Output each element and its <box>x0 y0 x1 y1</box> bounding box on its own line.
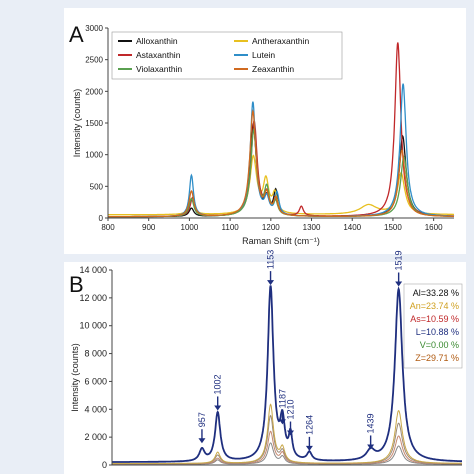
legend-label: As=10.59 % <box>410 314 459 324</box>
y-axis-label: Intensity (counts) <box>70 343 80 412</box>
series-line-main <box>112 285 462 463</box>
y-tick-label: 1500 <box>85 119 103 128</box>
y-tick-label: 500 <box>90 182 104 191</box>
peak-arrowhead <box>214 405 222 411</box>
x-tick-label: 1000 <box>181 223 199 232</box>
legend-label: Alloxanthin <box>136 36 178 46</box>
peak-arrowhead <box>267 280 275 286</box>
x-tick-label: 1500 <box>384 223 402 232</box>
legend-label: Lutein <box>252 50 275 60</box>
x-axis-label: Raman Shift (cm⁻¹) <box>242 236 320 246</box>
series-line-component <box>112 403 462 465</box>
peak-label: 1002 <box>213 374 223 394</box>
panel-a-label: A <box>69 22 84 47</box>
legend-label: Al=33.28 % <box>413 288 459 298</box>
y-tick-label: 8 000 <box>84 349 107 359</box>
legend-label: L=10.88 % <box>416 327 459 337</box>
x-tick-label: 1600 <box>425 223 443 232</box>
legend-label: Antheraxanthin <box>252 36 309 46</box>
panel-a-plot: 800 900 1000 1100 1200 1300 1400 1500 1600 0 500 10… <box>72 24 455 246</box>
legend-label: An=23.74 % <box>410 301 459 311</box>
legend-label: Violaxanthin <box>136 64 182 74</box>
y-tick-label: 3000 <box>85 24 103 33</box>
x-tick-label: 1200 <box>262 223 280 232</box>
peak-arrowhead <box>198 438 206 444</box>
panel-b-plot: 0 2 000 4 000 6 000 8 000 10 000 12 000 14 000 I… <box>70 250 463 470</box>
legend-box <box>111 31 343 80</box>
legend-box <box>403 283 463 369</box>
y-axis-label: Intensity (counts) <box>72 89 82 158</box>
y-tick-label: 6 000 <box>84 376 107 386</box>
y-tick-label: 0 <box>99 214 104 223</box>
peak-arrowhead <box>305 445 313 451</box>
peak-label: 1210 <box>286 400 296 420</box>
x-tick-label: 800 <box>101 223 115 232</box>
y-tick-label: 14 000 <box>79 265 107 275</box>
y-tick-label: 0 <box>102 460 107 470</box>
y-tick-label: 10 000 <box>79 321 107 331</box>
x-tick-label: 900 <box>142 223 156 232</box>
y-tick-label: 2500 <box>85 56 103 65</box>
panel-b-label: B <box>69 272 84 297</box>
series-line-zeaxanthin <box>108 109 454 218</box>
peak-arrowhead <box>395 281 403 287</box>
legend-label: Astaxanthin <box>136 50 181 60</box>
peak-label: 1519 <box>394 250 404 270</box>
peak-label: 957 <box>197 412 207 427</box>
y-tick-label: 4 000 <box>84 404 107 414</box>
x-tick-label: 1300 <box>303 223 321 232</box>
peak-label: 1439 <box>366 413 376 433</box>
x-tick-label: 1100 <box>222 223 240 232</box>
legend-label: Z=29.71 % <box>415 353 459 363</box>
y-tick-label: 2000 <box>85 87 103 96</box>
x-tick-label: 1400 <box>343 223 361 232</box>
y-tick-label: 1000 <box>85 151 103 160</box>
peak-arrowhead <box>278 419 286 425</box>
peak-arrowhead <box>367 444 375 450</box>
peak-label: 1264 <box>304 415 314 435</box>
peak-label: 1153 <box>266 250 276 269</box>
legend-label: V=0.00 % <box>420 340 459 350</box>
legend-label: Zeaxanthin <box>252 64 294 74</box>
y-tick-label: 2 000 <box>84 432 107 442</box>
y-tick-label: 12 000 <box>79 293 107 303</box>
peak-label: 1187 <box>277 389 287 408</box>
peak-arrowhead <box>287 430 294 436</box>
